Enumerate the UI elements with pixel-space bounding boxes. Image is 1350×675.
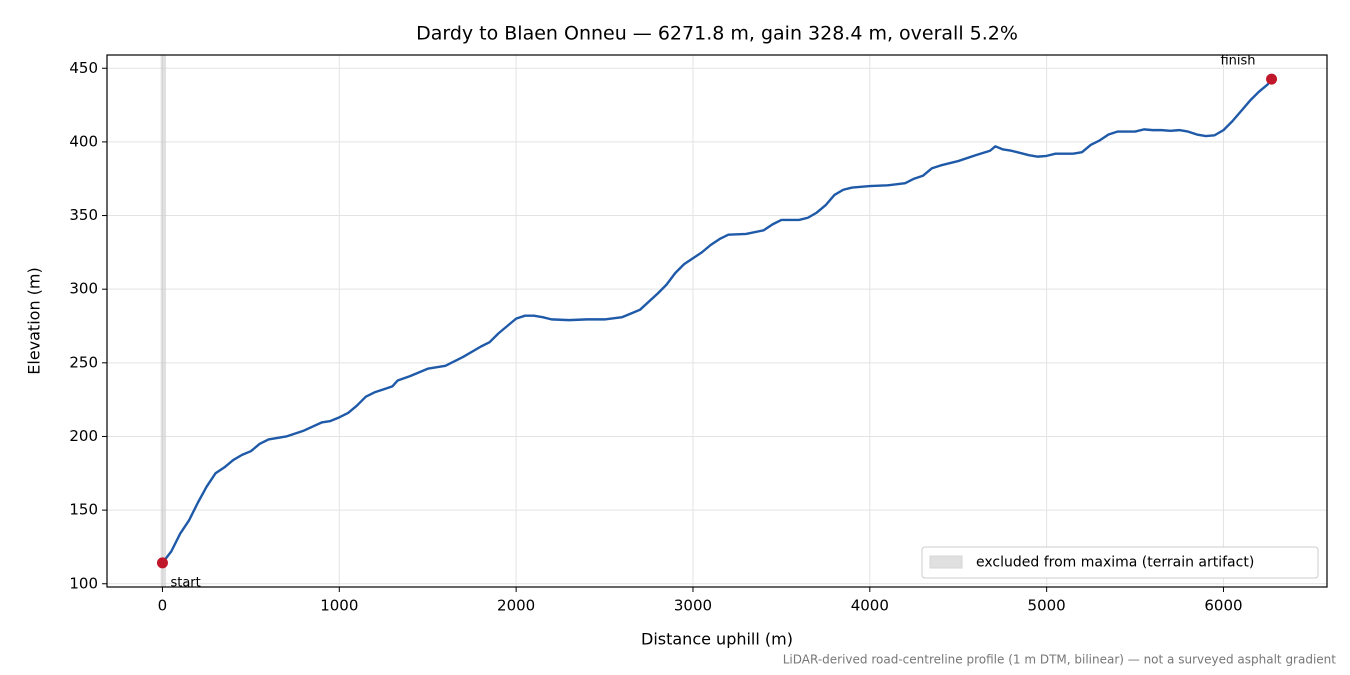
legend-label: excluded from maxima (terrain artifact) (976, 555, 1254, 571)
x-tick-label: 0 (158, 597, 168, 615)
y-axis-label: Elevation (m) (25, 267, 44, 374)
y-tick-label: 200 (69, 427, 98, 445)
x-tick-label: 6000 (1204, 597, 1242, 615)
y-tick-label: 250 (69, 353, 98, 371)
legend-swatch (929, 555, 963, 569)
finish-label: finish (1220, 54, 1255, 69)
start-marker (156, 557, 168, 569)
y-tick-label: 300 (69, 280, 98, 298)
x-tick-label: 1000 (320, 597, 358, 615)
excluded-band (160, 55, 166, 587)
start-label: start (170, 575, 200, 590)
x-tick-label: 2000 (497, 597, 535, 615)
legend-box (921, 546, 1319, 579)
x-tick-label: 3000 (674, 597, 712, 615)
plot-frame (106, 54, 1328, 588)
chart-title: Dardy to Blaen Onneu — 6271.8 m, gain 32… (416, 23, 1018, 45)
x-tick-label: 4000 (851, 597, 889, 615)
y-tick-label: 450 (69, 59, 98, 77)
y-tick-label: 150 (69, 501, 98, 519)
y-tick-label: 100 (69, 574, 98, 592)
elevation-line (161, 78, 1273, 564)
finish-marker (1266, 73, 1278, 85)
y-tick-label: 350 (69, 206, 98, 224)
x-axis-label: Distance uphill (m) (641, 630, 793, 649)
footnote: LiDAR-derived road-centreline profile (1… (783, 653, 1337, 667)
x-tick-label: 5000 (1028, 597, 1066, 615)
y-tick-label: 400 (69, 132, 98, 150)
